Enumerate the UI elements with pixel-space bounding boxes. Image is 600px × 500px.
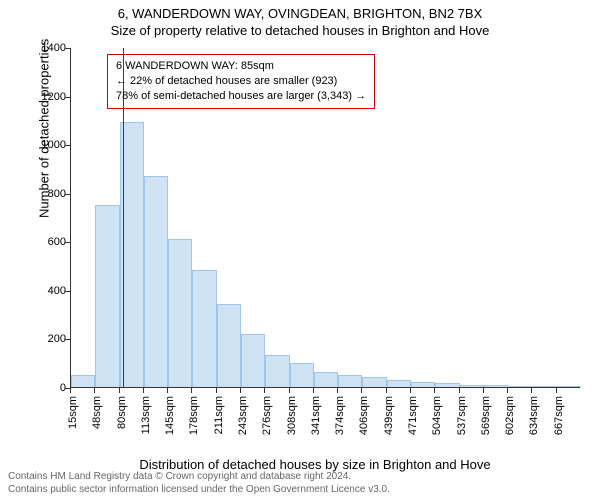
x-tick-label: 178sqm bbox=[188, 396, 200, 435]
histogram-bar bbox=[144, 176, 168, 387]
footer: Contains HM Land Registry data © Crown c… bbox=[0, 471, 600, 496]
x-axis-label: Distribution of detached houses by size … bbox=[50, 457, 580, 472]
x-tick-mark bbox=[119, 388, 120, 393]
x-tick-label: 504sqm bbox=[431, 396, 443, 435]
y-tick-label: 800 bbox=[34, 188, 66, 200]
x-tick-label: 211sqm bbox=[213, 396, 225, 434]
histogram-bar bbox=[435, 383, 459, 387]
x-tick-mark bbox=[143, 388, 144, 393]
x-tick-label: 80sqm bbox=[116, 396, 128, 429]
histogram-bar bbox=[362, 377, 386, 387]
histogram-bar bbox=[168, 239, 192, 387]
x-tick-mark bbox=[216, 388, 217, 393]
x-tick-label: 634sqm bbox=[528, 396, 540, 435]
histogram-bar bbox=[217, 304, 241, 387]
x-tick-mark bbox=[264, 388, 265, 393]
y-tick-mark bbox=[65, 242, 70, 243]
info-line-1: 6 WANDERDOWN WAY: 85sqm bbox=[116, 59, 366, 74]
histogram-bar bbox=[95, 205, 119, 387]
histogram-bar bbox=[314, 372, 338, 387]
x-tick-mark bbox=[167, 388, 168, 393]
y-tick-mark bbox=[65, 97, 70, 98]
x-tick-label: 308sqm bbox=[286, 396, 298, 435]
x-tick-label: 341sqm bbox=[310, 396, 322, 435]
y-tick-mark bbox=[65, 194, 70, 195]
y-tick-label: 600 bbox=[34, 236, 66, 248]
histogram-bar bbox=[557, 386, 581, 387]
x-tick-mark bbox=[240, 388, 241, 393]
histogram-bar bbox=[192, 270, 216, 387]
info-line-2: ← 22% of detached houses are smaller (92… bbox=[116, 74, 366, 89]
x-tick-label: 48sqm bbox=[91, 396, 103, 429]
x-tick-mark bbox=[556, 388, 557, 393]
y-tick-label: 1000 bbox=[34, 139, 66, 151]
histogram-bar bbox=[532, 386, 556, 387]
x-tick-mark bbox=[337, 388, 338, 393]
histogram-bar bbox=[387, 380, 411, 387]
x-tick-label: 145sqm bbox=[164, 396, 176, 435]
x-tick-label: 374sqm bbox=[334, 396, 346, 435]
x-tick-mark bbox=[94, 388, 95, 393]
x-tick-mark bbox=[507, 388, 508, 393]
y-tick-mark bbox=[65, 339, 70, 340]
x-tick-mark bbox=[191, 388, 192, 393]
x-tick-label: 471sqm bbox=[407, 396, 419, 435]
histogram-bar bbox=[484, 385, 508, 387]
x-tick-mark bbox=[386, 388, 387, 393]
info-line-3: 78% of semi-detached houses are larger (… bbox=[116, 89, 366, 104]
x-tick-label: 276sqm bbox=[261, 396, 273, 435]
x-tick-mark bbox=[434, 388, 435, 393]
y-tick-label: 1200 bbox=[34, 91, 66, 103]
y-tick-mark bbox=[65, 48, 70, 49]
footer-line-2: Contains public sector information licen… bbox=[8, 484, 592, 497]
x-tick-mark bbox=[70, 388, 71, 393]
x-tick-label: 406sqm bbox=[358, 396, 370, 435]
x-tick-label: 667sqm bbox=[553, 396, 565, 435]
x-tick-mark bbox=[483, 388, 484, 393]
x-tick-label: 113sqm bbox=[140, 396, 152, 434]
histogram-bar bbox=[508, 386, 532, 387]
x-tick-label: 537sqm bbox=[456, 396, 468, 435]
histogram-bar bbox=[290, 363, 314, 387]
histogram-bar bbox=[338, 375, 362, 387]
x-tick-label: 439sqm bbox=[383, 396, 395, 435]
x-tick-mark bbox=[361, 388, 362, 393]
x-tick-mark bbox=[410, 388, 411, 393]
histogram-bar bbox=[411, 382, 435, 387]
y-tick-label: 400 bbox=[34, 285, 66, 297]
title-main: 6, WANDERDOWN WAY, OVINGDEAN, BRIGHTON, … bbox=[0, 0, 600, 21]
x-tick-label: 602sqm bbox=[504, 396, 516, 435]
x-tick-mark bbox=[459, 388, 460, 393]
x-tick-label: 569sqm bbox=[480, 396, 492, 435]
histogram-bar bbox=[241, 334, 265, 387]
x-tick-mark bbox=[313, 388, 314, 393]
title-sub: Size of property relative to detached ho… bbox=[0, 21, 600, 38]
x-tick-label: 243sqm bbox=[237, 396, 249, 435]
footer-line-1: Contains HM Land Registry data © Crown c… bbox=[8, 471, 592, 484]
x-tick-mark bbox=[531, 388, 532, 393]
y-tick-label: 200 bbox=[34, 333, 66, 345]
histogram-bar bbox=[460, 385, 484, 387]
histogram-bar bbox=[265, 355, 289, 387]
info-box: 6 WANDERDOWN WAY: 85sqm ← 22% of detache… bbox=[107, 54, 375, 109]
y-tick-mark bbox=[65, 291, 70, 292]
x-tick-mark bbox=[289, 388, 290, 393]
y-tick-label: 0 bbox=[34, 382, 66, 394]
histogram-bar bbox=[71, 375, 95, 387]
y-tick-mark bbox=[65, 145, 70, 146]
x-tick-label: 15sqm bbox=[67, 396, 79, 429]
y-tick-label: 1400 bbox=[34, 42, 66, 54]
